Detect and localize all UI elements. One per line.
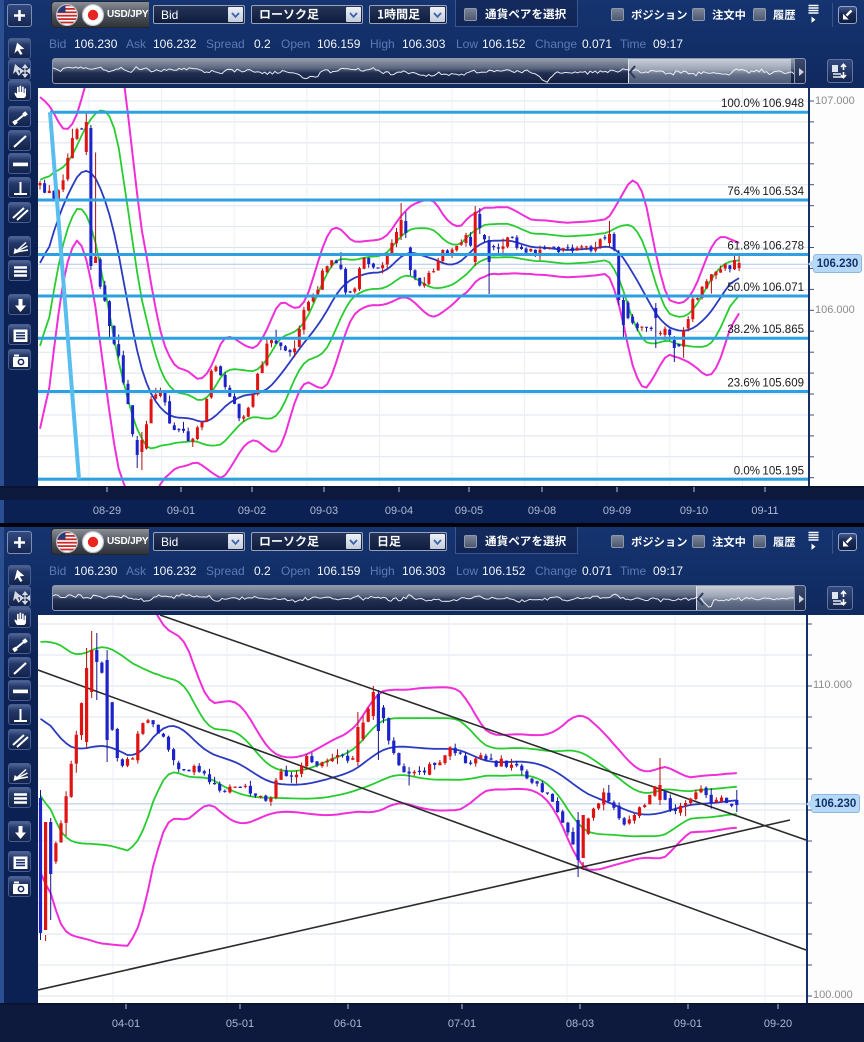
svg-text:106.278: 106.278 [762, 241, 804, 253]
svg-text:105.865: 105.865 [762, 324, 804, 336]
svg-text:105.609: 105.609 [762, 378, 804, 390]
svg-text:61.8%: 61.8% [727, 241, 760, 253]
svg-text:106.948: 106.948 [762, 98, 804, 110]
svg-text:105.195: 105.195 [762, 465, 804, 477]
svg-text:106.071: 106.071 [762, 282, 804, 294]
svg-text:76.4%: 76.4% [727, 186, 760, 198]
svg-text:106.534: 106.534 [762, 186, 804, 198]
svg-text:50.0%: 50.0% [727, 282, 760, 294]
svg-text:0.0%: 0.0% [734, 465, 760, 477]
svg-text:100.0%: 100.0% [721, 98, 760, 110]
svg-text:38.2%: 38.2% [727, 324, 760, 336]
svg-text:23.6%: 23.6% [727, 378, 760, 390]
